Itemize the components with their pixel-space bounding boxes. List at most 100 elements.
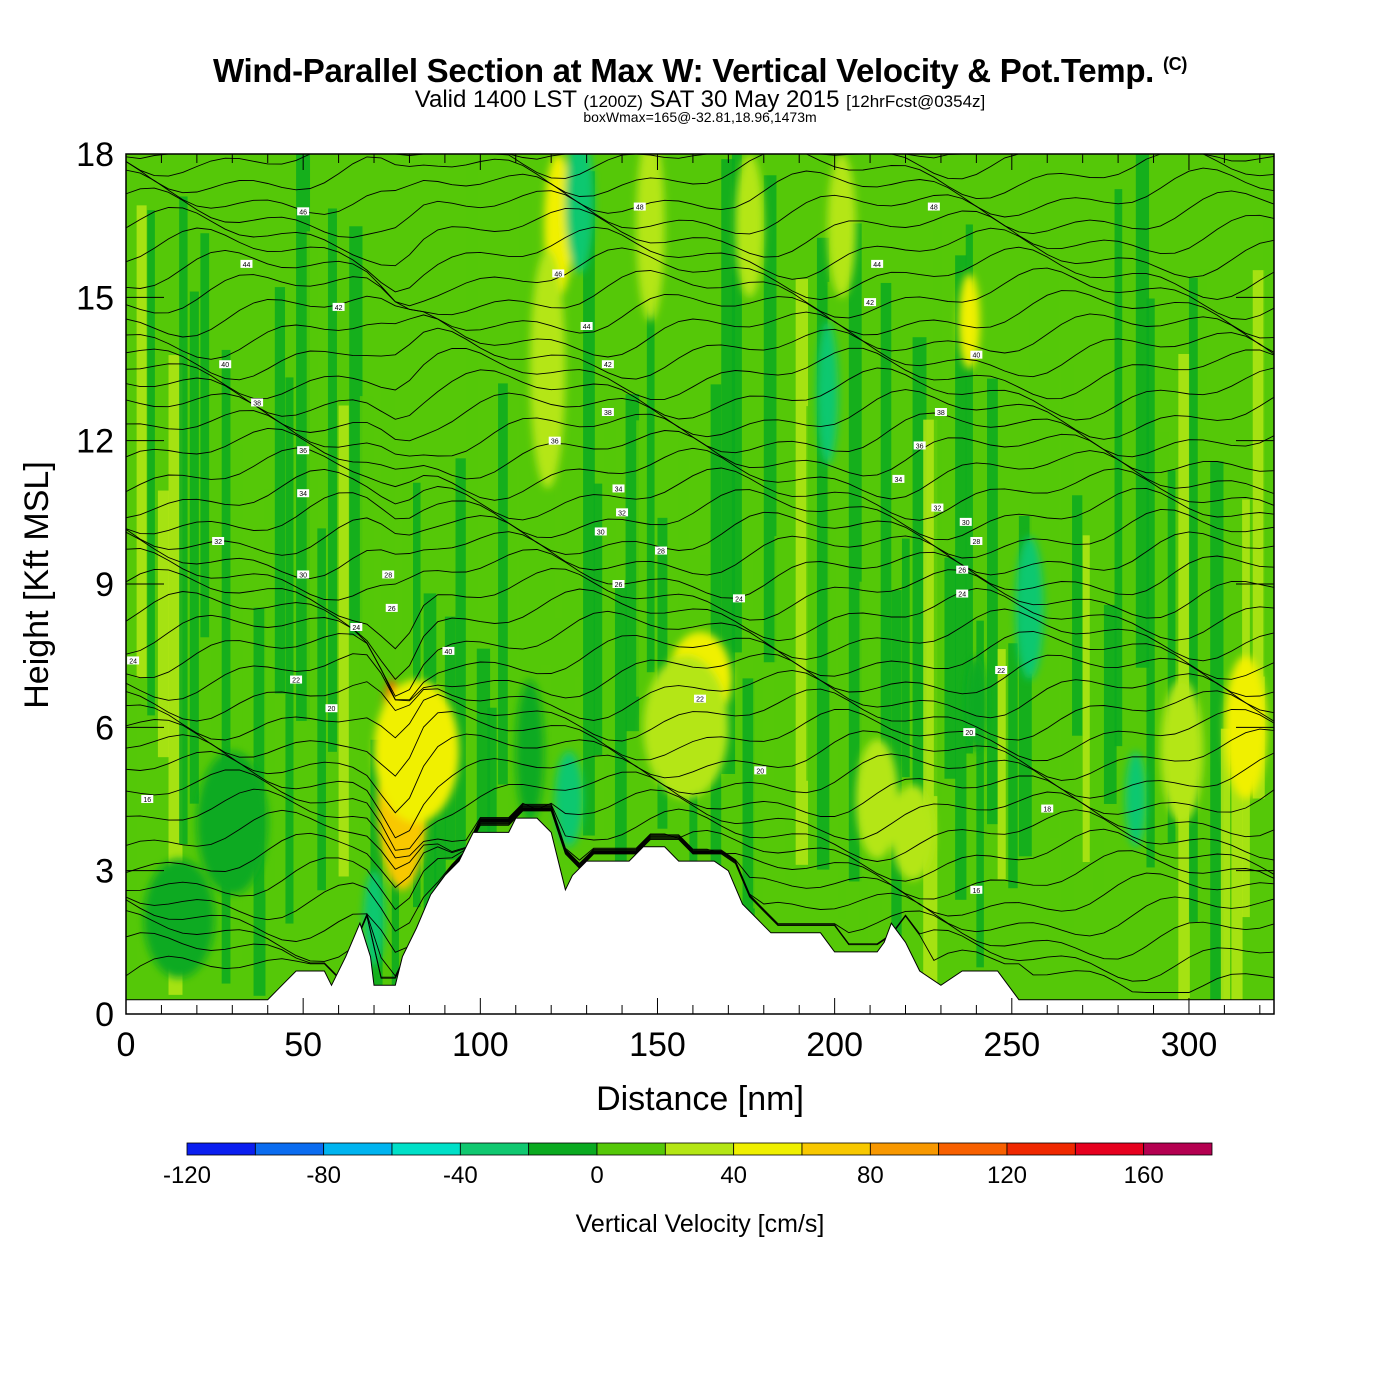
isentrope-line [126,347,1274,400]
isentrope-label: 48 [633,202,646,212]
isentrope-label: 44 [871,259,884,269]
colorbar-tick-label: 160 [1124,1162,1164,1189]
colorbar-tick-label: -40 [443,1162,478,1189]
isentrope-label: 40 [219,360,232,369]
y-axis-label: Height [Kft MSL] [18,461,56,709]
velocity-cell [1160,679,1204,823]
colorbar-swatch [254,1142,325,1156]
x-tick-label: 50 [284,1026,322,1064]
isentrope-label-box [332,302,345,311]
isentrope-line [126,810,1274,993]
velocity-stripe [285,377,294,924]
y-tick-label: 3 [95,853,114,891]
isentrope-label-box [963,728,976,737]
isentrope-line [126,327,1274,381]
isentrope-label: 38 [934,408,947,417]
x-tick-label: 300 [1161,1026,1218,1064]
velocity-stripe [604,356,616,1006]
isentrope-line [126,709,1274,777]
velocity-stripe [327,208,337,752]
isentrope-label: 26 [956,565,969,575]
isentrope-label: 32 [931,503,944,513]
isentrope-label-box [219,360,232,369]
isentrope-label-text: 40 [972,353,980,360]
isentrope-label: 22 [694,694,706,704]
isentrope-line [126,154,1274,200]
isentrope-label-text: 32 [933,506,941,513]
isentrope-label-text: 36 [551,439,559,446]
plot-area: 46 44 42 40 38 36 34 32 30 28 26 24 24 22 20 16 40 46 44 48… [126,154,1274,1014]
isentrope-line [126,653,1274,702]
velocity-cell [855,739,899,859]
isentrope-line [126,467,1274,521]
forecast-info-text: [12hrFcst@0354z] [846,92,986,111]
isentrope-line [126,587,1274,680]
isentrope-label: 26 [385,603,398,613]
isentrope-label: 20 [963,728,976,737]
isentrope-label-box [141,795,154,803]
isentrope-label: 28 [655,546,668,556]
isentrope-line [126,631,1274,701]
velocity-stripe [870,480,882,922]
velocity-stripe [519,199,532,824]
colorbar-swatch [1006,1142,1076,1156]
chart-title: Wind-Parallel Section at Max W: Vertical… [0,52,1400,90]
velocity-stripe [529,285,541,676]
isentrope-line [126,267,1274,320]
velocity-stripe [976,620,984,968]
x-tick-label: 200 [806,1026,863,1064]
isentrope-label-text: 20 [328,706,336,713]
velocity-cell [1015,536,1044,680]
isentrope-label-text: 28 [972,539,980,546]
isentrope-label-box [612,580,625,588]
isentrope-label-box [601,408,614,416]
isentrope-label-text: 30 [597,529,605,536]
isentrope-label-text: 42 [866,300,874,307]
isentrope-line [126,447,1274,501]
colorbar-swatch [186,1142,256,1156]
isentrope-label-box [580,322,593,330]
colorbar-swatch [664,1142,735,1156]
isentrope-label-box [956,565,969,574]
velocity-stripe [721,159,736,774]
velocity-stripe [1050,233,1059,839]
isentrope-label: 28 [970,537,983,546]
isentrope-line [126,688,1274,742]
isentrope-line [126,803,1274,870]
isentrope-label-text: 16 [972,888,980,895]
velocity-stripe [785,535,797,887]
velocity-stripe [774,536,787,791]
velocity-stripe [189,291,199,804]
isentrope-label: 20 [754,766,767,775]
velocity-stripe [1157,432,1169,789]
colorbar-swatch [801,1142,871,1156]
isentrope-label-text: 32 [214,539,222,546]
isentrope-label: 30 [594,527,607,536]
velocity-cell [636,154,665,322]
velocity-stripe [583,171,595,836]
isentrope-line [126,410,1274,458]
velocity-stripe [157,490,169,758]
velocity-stripe [753,548,763,909]
isentrope-label: 38 [251,398,264,407]
colorbar-label: Vertical Velocity [cm/s] [576,1210,825,1238]
velocity-stripe [455,458,466,1011]
velocity-stripe [997,649,1006,880]
isentrope-label-box [616,508,629,517]
copyright-mark: (C) [1162,54,1188,74]
x-tick-label: 100 [452,1026,509,1064]
isentrope-label-box [594,527,607,536]
isentrope-line [126,311,1274,360]
isentrope-label-text: 26 [388,606,396,613]
velocity-stripe [912,337,927,849]
velocity-stripe [1082,535,1090,863]
velocity-stripe [136,205,147,679]
isentrope-label-text: 22 [292,678,300,685]
isentrope-label-text: 46 [554,271,562,278]
isentrope-label: 34 [892,474,905,484]
isentrope-label: 38 [601,408,614,417]
colorbar-tick-label: 40 [720,1162,747,1189]
isentrope-label: 48 [927,202,940,212]
isentrope-label: 24 [127,656,140,665]
